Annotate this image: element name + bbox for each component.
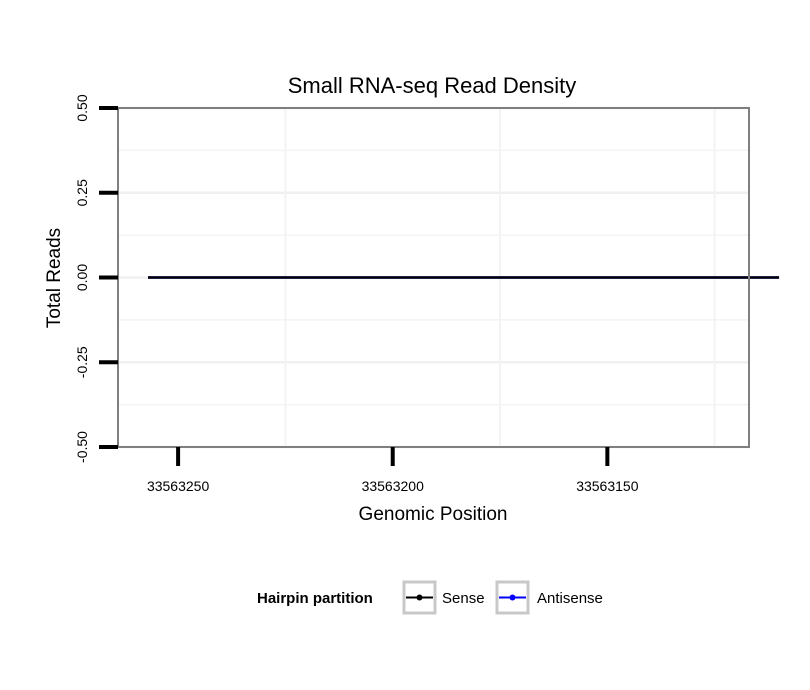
legend-point-sense <box>416 594 423 601</box>
x-tick-label-1: 33563200 <box>362 478 425 494</box>
x-tick-label-2: 33563150 <box>576 478 639 494</box>
legend-item-sense[interactable]: Sense <box>402 580 485 615</box>
chart-title: Small RNA-seq Read Density <box>288 73 577 98</box>
legend-label-sense: Sense <box>442 590 485 607</box>
x-axis-title: Genomic Position <box>359 504 508 525</box>
legend: Hairpin partition Sense Antisense <box>257 580 603 615</box>
plot-panel <box>117 106 780 449</box>
y-tick-label-2: 0.00 <box>74 264 90 291</box>
y-axis: -0.50 -0.25 0.00 0.25 0.50 <box>74 94 118 463</box>
y-tick-label-0: -0.50 <box>74 431 90 463</box>
y-axis-title: Total Reads <box>44 228 65 328</box>
legend-label-antisense: Antisense <box>537 590 603 607</box>
y-tick-label-1: -0.25 <box>74 346 90 378</box>
legend-title: Hairpin partition <box>257 590 373 607</box>
x-tick-label-0: 33563250 <box>147 478 210 494</box>
y-tick-label-4: 0.50 <box>74 94 90 121</box>
y-tick-label-3: 0.25 <box>74 179 90 206</box>
x-axis: 33563250 33563200 33563150 <box>147 447 639 494</box>
legend-point-antisense <box>509 594 516 601</box>
legend-item-antisense[interactable]: Antisense <box>495 580 603 615</box>
